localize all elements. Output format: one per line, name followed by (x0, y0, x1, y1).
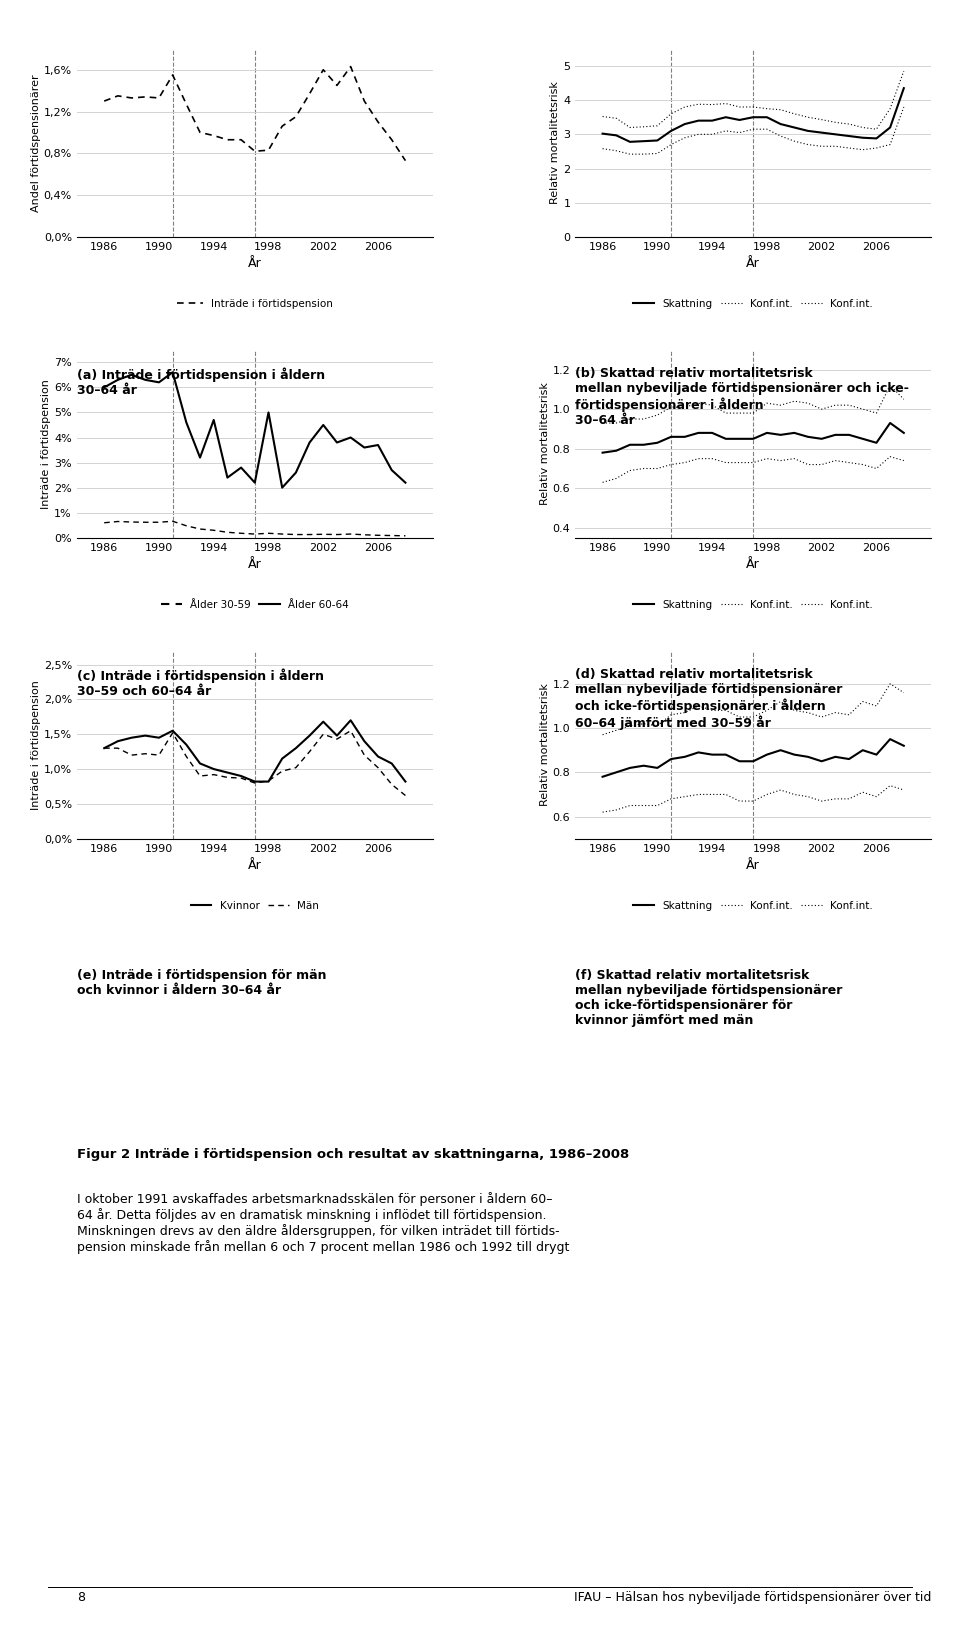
Y-axis label: Inträde i förtidspension: Inträde i förtidspension (41, 379, 52, 508)
Y-axis label: Relativ mortalitetsrisk: Relativ mortalitetsrisk (540, 383, 550, 505)
Text: Figur 2 Inträde i förtidspension och resultat av skattningarna, 1986–2008: Figur 2 Inträde i förtidspension och res… (77, 1148, 629, 1161)
Text: I oktober 1991 avskaffades arbetsmarknadsskälen för personer i åldern 60–
64 år.: I oktober 1991 avskaffades arbetsmarknad… (77, 1192, 569, 1254)
Text: (a) Inträde i förtidspension i åldern
30–64 år: (a) Inträde i förtidspension i åldern 30… (77, 368, 324, 397)
Text: (f) Skattad relativ mortalitetsrisk
mellan nybeviljade förtidspensionärer
och ic: (f) Skattad relativ mortalitetsrisk mell… (575, 969, 843, 1027)
Y-axis label: Relativ mortalitetsrisk: Relativ mortalitetsrisk (550, 81, 561, 204)
Y-axis label: Andel förtidspensionärer: Andel förtidspensionärer (31, 73, 41, 212)
X-axis label: År: År (248, 860, 262, 873)
Text: (d) Skattad relativ mortalitetsrisk
mellan nybeviljade förtidspensionärer
och ic: (d) Skattad relativ mortalitetsrisk mell… (575, 667, 843, 729)
Y-axis label: Relativ mortalitetsrisk: Relativ mortalitetsrisk (540, 684, 550, 806)
Legend: Skattning, Konf.int., Konf.int.: Skattning, Konf.int., Konf.int. (629, 295, 877, 313)
Text: 8: 8 (77, 1591, 84, 1604)
X-axis label: År: År (746, 257, 760, 270)
X-axis label: År: År (746, 860, 760, 873)
Text: (b) Skattad relativ mortalitetsrisk
mellan nybeviljade förtidspensionärer och ic: (b) Skattad relativ mortalitetsrisk mell… (575, 368, 909, 427)
Legend: Skattning, Konf.int., Konf.int.: Skattning, Konf.int., Konf.int. (629, 596, 877, 614)
Text: IFAU – Hälsan hos nybeviljade förtidspensionärer över tid: IFAU – Hälsan hos nybeviljade förtidspen… (574, 1591, 931, 1604)
Text: (e) Inträde i förtidspension för män
och kvinnor i åldern 30–64 år: (e) Inträde i förtidspension för män och… (77, 969, 326, 996)
Legend: Ålder 30-59, Ålder 60-64: Ålder 30-59, Ålder 60-64 (156, 596, 353, 614)
X-axis label: År: År (746, 558, 760, 571)
Text: (c) Inträde i förtidspension i åldern
30–59 och 60–64 år: (c) Inträde i förtidspension i åldern 30… (77, 667, 324, 698)
X-axis label: År: År (248, 558, 262, 571)
Legend: Inträde i förtidspension: Inträde i förtidspension (173, 295, 337, 313)
Y-axis label: Inträde i förtidspension: Inträde i förtidspension (31, 681, 41, 809)
X-axis label: År: År (248, 257, 262, 270)
Legend: Skattning, Konf.int., Konf.int.: Skattning, Konf.int., Konf.int. (629, 897, 877, 915)
Legend: Kvinnor, Män: Kvinnor, Män (186, 897, 324, 915)
